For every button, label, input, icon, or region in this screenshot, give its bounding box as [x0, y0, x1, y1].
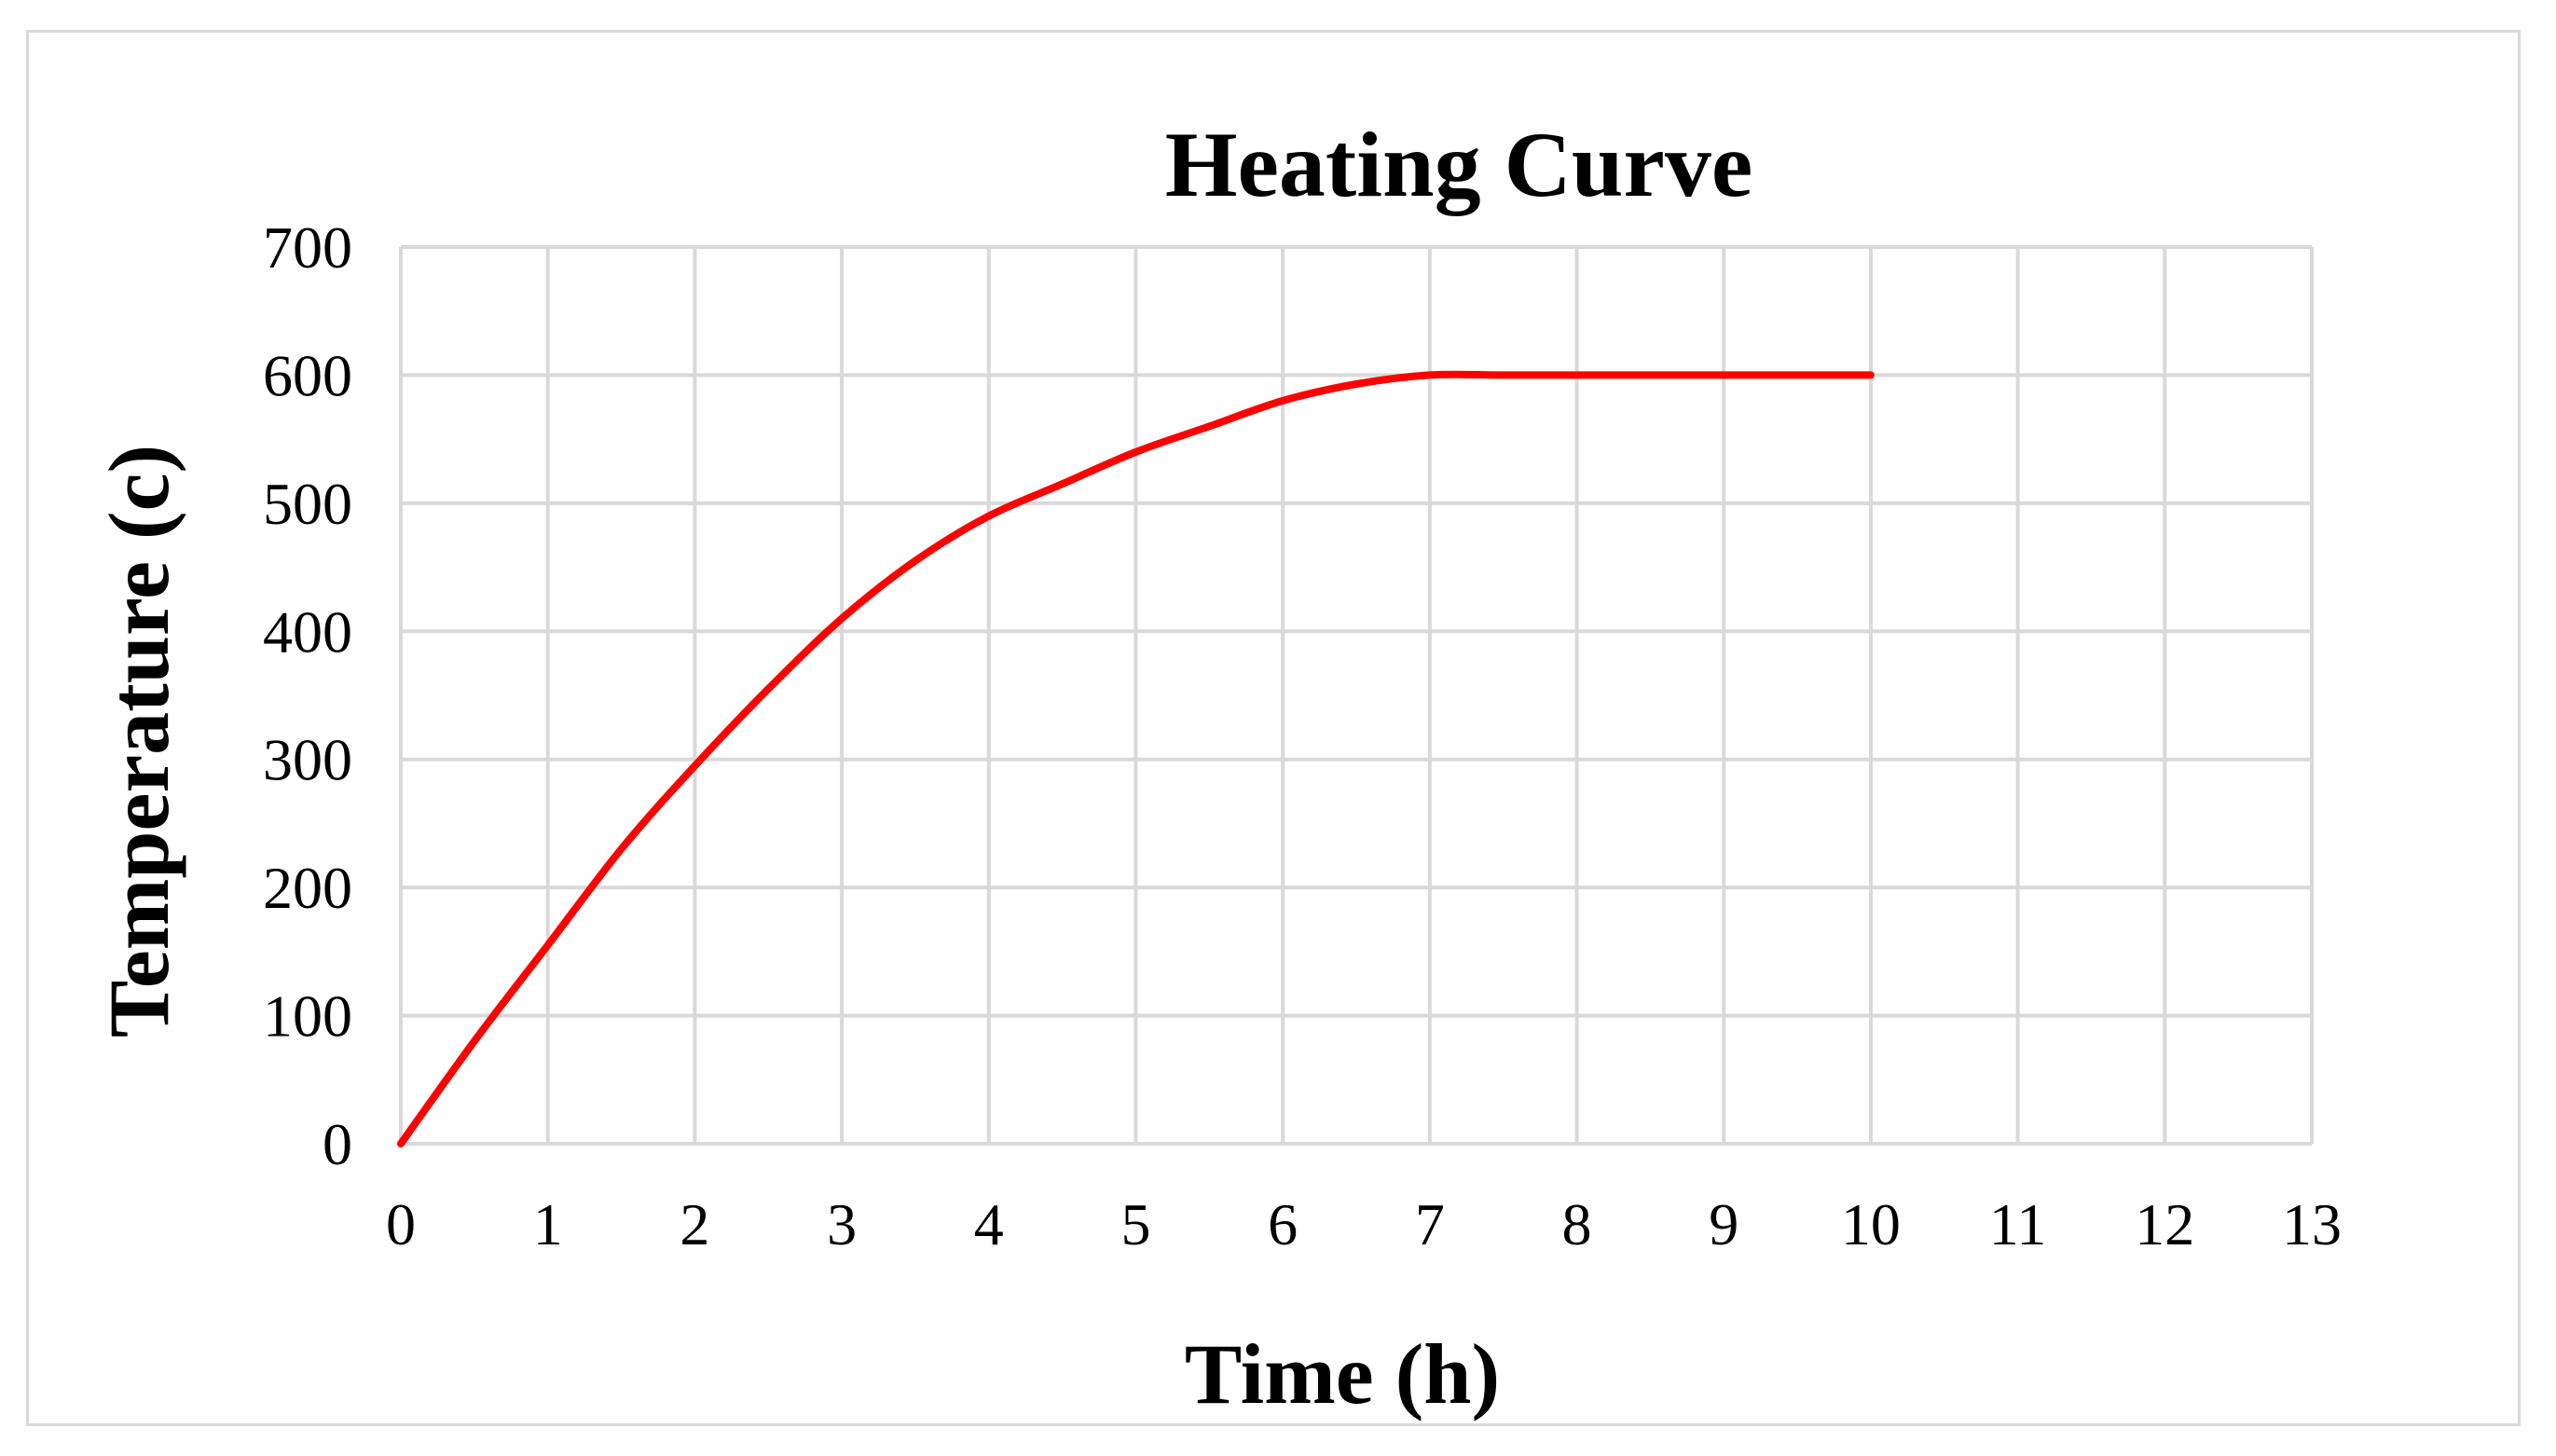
y-tick-label: 100	[263, 983, 352, 1050]
x-tick-label: 9	[1709, 1191, 1738, 1257]
chart-title: Heating Curve	[1165, 113, 1752, 216]
x-tick-label: 7	[1415, 1191, 1445, 1257]
y-tick-label: 500	[263, 471, 352, 537]
x-tick-label: 3	[827, 1191, 857, 1257]
chart-frame	[26, 30, 2521, 1426]
y-tick-label: 0	[323, 1111, 352, 1177]
x-tick-label: 12	[2135, 1191, 2194, 1257]
x-tick-label: 8	[1562, 1191, 1592, 1257]
y-tick-label: 400	[263, 598, 352, 665]
y-tick-label: 300	[263, 727, 352, 793]
series-group	[397, 370, 1875, 1147]
grid	[399, 245, 2314, 1146]
x-tick-label: 0	[386, 1191, 416, 1257]
y-axis-title: Temperature (c)	[91, 445, 186, 1037]
x-tick-label: 13	[2282, 1191, 2342, 1257]
x-tick-label: 4	[974, 1191, 1004, 1257]
x-tick-label: 6	[1268, 1191, 1298, 1257]
x-axis-title: Time (h)	[1185, 1326, 1500, 1422]
x-tick-label: 5	[1120, 1191, 1150, 1257]
x-tick-label: 1	[533, 1191, 563, 1257]
y-tick-label: 200	[263, 855, 352, 921]
series-line	[397, 370, 1875, 1147]
x-tick-label: 10	[1841, 1191, 1901, 1257]
y-tick-label: 700	[263, 214, 352, 281]
x-tick-labels: 0 1 2 3 4 5 6 7 8 9 10 11 12 13	[386, 1191, 2342, 1257]
y-tick-labels: 0 100 200 300 400 500 600 700	[263, 214, 352, 1177]
x-tick-label: 11	[1989, 1191, 2047, 1257]
y-tick-label: 600	[263, 342, 352, 408]
x-tick-label: 2	[680, 1191, 709, 1257]
